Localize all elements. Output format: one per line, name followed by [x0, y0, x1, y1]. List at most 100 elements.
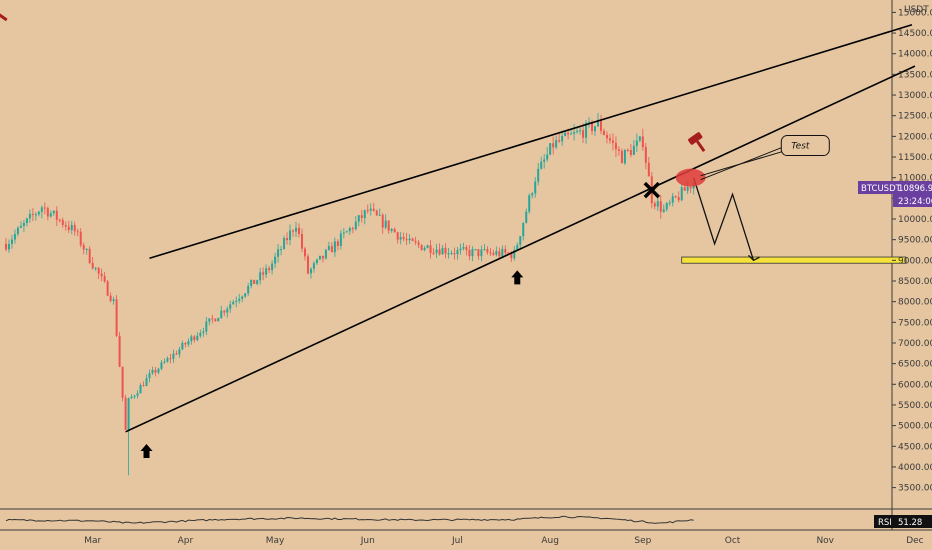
candle-body — [623, 149, 626, 164]
candle-body — [330, 246, 333, 253]
candle-body — [510, 253, 513, 259]
candle-body — [277, 249, 280, 257]
candle-body — [327, 246, 330, 250]
candle-body — [662, 209, 665, 212]
candle-body — [271, 263, 274, 271]
candle-body — [602, 130, 605, 135]
candle-body — [680, 187, 683, 201]
candle-body — [498, 251, 501, 257]
candle-body — [537, 168, 540, 182]
candle-body — [453, 253, 456, 255]
candle-body — [31, 213, 34, 215]
drawings-group: Test — [0, 13, 916, 458]
price-tick-label: 9000.00 — [898, 256, 932, 266]
candle-body — [644, 147, 647, 163]
target-zone — [681, 256, 907, 264]
rsi-pane — [5, 515, 694, 524]
candle-body — [97, 267, 100, 274]
candle-body — [142, 385, 145, 387]
price-tick-label: 7500.00 — [898, 318, 932, 328]
countdown-label: 23:24:06 — [898, 197, 932, 207]
price-tick-label: 14000.00 — [898, 50, 932, 60]
price-tick-label: 12000.00 — [898, 132, 932, 142]
candle-body — [19, 225, 22, 228]
price-badge-label: 10896.96 — [898, 184, 932, 194]
month-label: Sep — [634, 536, 651, 546]
candle-body — [399, 237, 402, 240]
candle-body — [665, 203, 668, 210]
candle-body — [525, 211, 528, 223]
candle-body — [43, 207, 46, 209]
candle-body — [91, 262, 94, 269]
candle-body — [184, 342, 187, 345]
candle-body — [157, 368, 160, 373]
candle-body — [546, 154, 549, 160]
candle-body — [354, 221, 357, 230]
candle-body — [79, 231, 82, 246]
candle-body — [205, 321, 208, 332]
symbol-price-badge: BTCUSDT 10896.96 — [858, 181, 932, 194]
price-tick-label: 4500.00 — [898, 442, 932, 452]
candle-body — [118, 335, 121, 367]
month-label: Dec — [906, 536, 923, 546]
candle-body — [585, 122, 588, 138]
callout-pointer — [700, 144, 790, 181]
candle-body — [46, 208, 49, 217]
candle-body — [342, 232, 345, 234]
candle-body — [250, 279, 253, 287]
candle-body — [668, 202, 671, 204]
candle-body — [303, 248, 306, 257]
candle-body — [187, 341, 190, 345]
candle-body — [292, 230, 295, 232]
candle-body — [148, 373, 151, 379]
candle-body — [247, 286, 250, 294]
candle-body — [378, 214, 381, 216]
candle-body — [588, 121, 591, 123]
candle-body — [73, 224, 76, 232]
candle-body — [360, 215, 363, 219]
candle-body — [597, 119, 599, 127]
candle-body — [178, 349, 181, 355]
price-tick-label: 8500.00 — [898, 277, 932, 287]
candle-body — [594, 126, 597, 132]
candle-body — [100, 273, 103, 277]
candle-body — [659, 201, 662, 212]
candle-body — [121, 366, 124, 398]
candle-body — [94, 267, 97, 269]
price-tick-label: 6000.00 — [898, 380, 932, 390]
candle-body — [235, 300, 238, 302]
candle-body — [626, 149, 629, 151]
candle-body — [193, 336, 196, 340]
price-tick-label: 6500.00 — [898, 360, 932, 370]
candle-body — [214, 318, 217, 322]
candle-body — [465, 247, 468, 251]
candle-body — [10, 239, 13, 244]
candle-body — [103, 276, 106, 282]
symbol-badge-label: BTCUSDT — [861, 184, 902, 194]
candle-body — [49, 213, 52, 217]
candle-body — [223, 310, 226, 313]
candle-body — [160, 362, 163, 369]
candle-body — [312, 263, 315, 269]
candle-body — [166, 358, 169, 362]
candle-body — [620, 150, 623, 164]
candle-body — [238, 298, 241, 301]
candle-body — [677, 197, 680, 201]
price-tick-label: 13000.00 — [898, 91, 932, 101]
candle-body — [232, 301, 235, 305]
candle-body — [208, 318, 211, 322]
time-axis[interactable]: Mar Apr May Jun Jul Aug Sep Oct Nov Dec — [84, 536, 923, 546]
candle-body — [109, 295, 112, 302]
candle-body — [638, 136, 641, 141]
candle-body — [300, 233, 303, 249]
candle-body — [653, 203, 656, 207]
candle-body — [369, 208, 372, 211]
candle-body — [345, 231, 348, 233]
candle-body — [58, 219, 61, 221]
candles-group — [4, 112, 695, 476]
candle-body — [154, 369, 157, 373]
candle-body — [16, 227, 19, 235]
candle-body — [591, 121, 594, 132]
